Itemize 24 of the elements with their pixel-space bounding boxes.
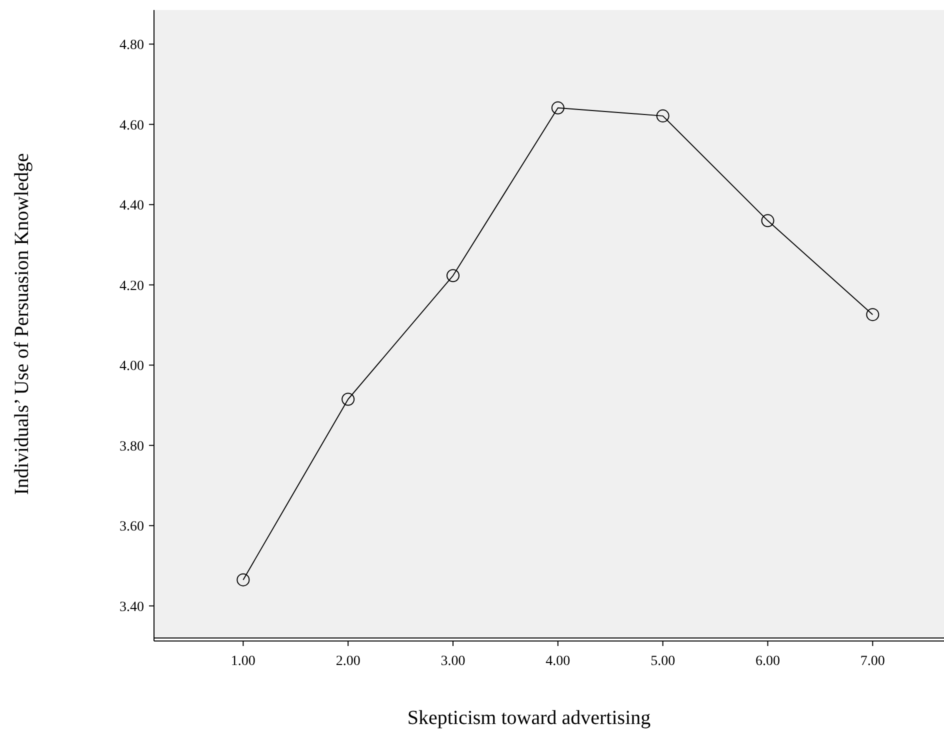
x-tick-label: 7.00: [860, 654, 885, 669]
y-tick-label: 4.40: [120, 198, 144, 214]
x-tick-label: 2.00: [336, 654, 360, 669]
point: [866, 308, 880, 322]
point: [761, 214, 774, 228]
y-tick-label: 4.80: [120, 38, 144, 54]
y-tick-label: 4.20: [120, 278, 144, 294]
point: [446, 269, 460, 282]
y-tick-label: 3.60: [120, 520, 144, 535]
x-tick-label: 6.00: [755, 654, 780, 669]
x-tick-label: 5.00: [650, 654, 676, 669]
x-tick-label: 4.00: [546, 654, 570, 669]
x-tick-label: 3.00: [440, 654, 466, 669]
y-tick-label: 3.80: [120, 439, 144, 454]
y-axis-title: Individuals’ Use of Persuasion Knowledge: [11, 152, 33, 495]
y-tick-label: 4.00: [120, 359, 144, 374]
point: [656, 109, 670, 122]
y-tick-label: 4.60: [120, 118, 144, 134]
point: [342, 392, 355, 406]
x-axis-title: Skepticism toward advertising: [407, 707, 651, 729]
y-tick-label: 3.40: [120, 600, 144, 615]
x-tick-label: 1.00: [230, 654, 256, 669]
point: [236, 573, 250, 586]
point: [551, 101, 564, 114]
